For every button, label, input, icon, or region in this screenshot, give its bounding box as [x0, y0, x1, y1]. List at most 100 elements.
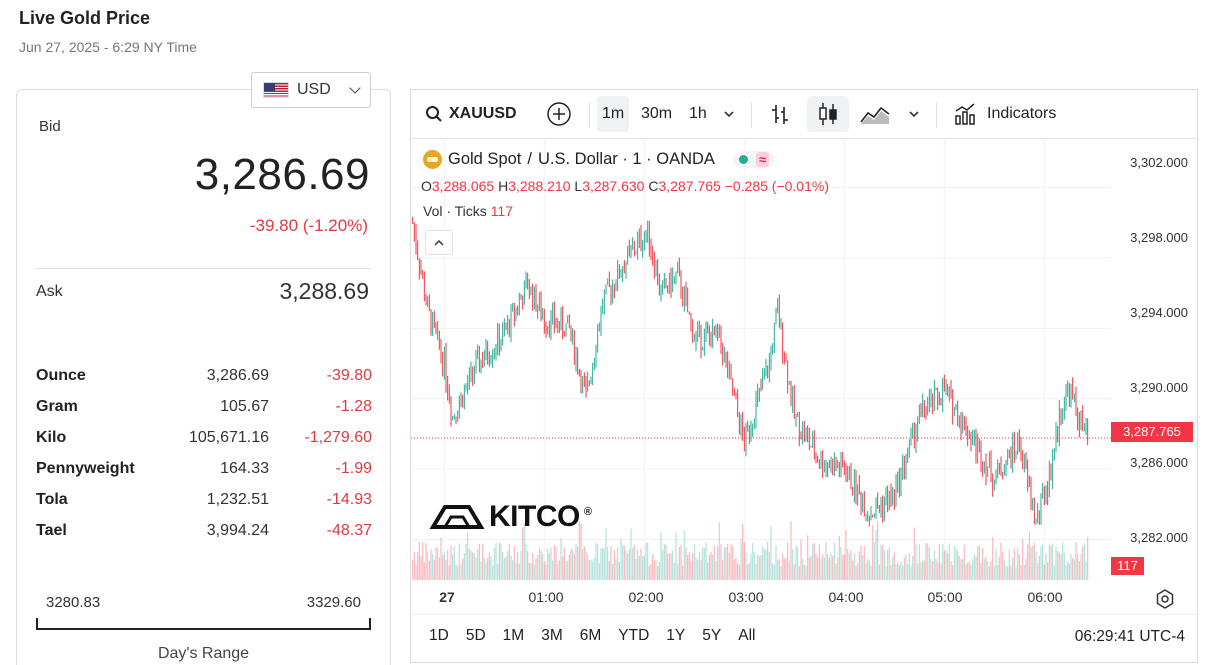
- volume-bar: [768, 552, 770, 580]
- range-tab-all[interactable]: All: [738, 627, 756, 644]
- range-tab-1m[interactable]: 1M: [502, 627, 525, 644]
- volume-bar: [910, 565, 912, 580]
- volume-bar: [590, 559, 592, 580]
- volume-bar: [492, 565, 494, 580]
- time-axis-tick: 06:00: [1027, 589, 1063, 605]
- time-axis[interactable]: 27 01:00 02:00 03:00 04:00 05:00 06:00: [411, 580, 1198, 615]
- volume-bar: [713, 545, 715, 580]
- price-axis[interactable]: 3,302.000 3,298.000 3,294.000 3,290.000 …: [1111, 140, 1198, 580]
- collapse-legend-button[interactable]: [425, 230, 453, 255]
- volume-bar: [595, 542, 597, 580]
- volume-bar: [752, 543, 754, 580]
- volume-bar: [748, 563, 750, 580]
- volume-bar: [603, 548, 605, 580]
- volume-bar: [458, 543, 460, 580]
- volume-bar: [832, 555, 834, 580]
- volume-bar: [1075, 542, 1077, 580]
- range-tab-3m[interactable]: 3M: [541, 627, 563, 644]
- volume-bar: [467, 532, 469, 580]
- volume-bar: [1002, 551, 1004, 580]
- volume-bar: [1003, 559, 1005, 580]
- volume-bar: [732, 545, 734, 580]
- volume-bar: [1077, 553, 1079, 580]
- volume-bar: [473, 553, 475, 580]
- volume-bar: [928, 546, 930, 580]
- range-tab-1d[interactable]: 1D: [429, 627, 449, 644]
- volume-bar: [430, 549, 432, 580]
- price-chart[interactable]: [411, 140, 1111, 580]
- settings-icon[interactable]: [1155, 589, 1175, 609]
- market-status-pill[interactable]: ≈: [732, 151, 776, 168]
- volume-bar: [482, 543, 484, 580]
- interval-1m-button[interactable]: 1m: [597, 96, 630, 132]
- currency-select[interactable]: USD: [251, 72, 371, 108]
- volume-bar: [852, 560, 854, 580]
- candles-chart-type-button[interactable]: [807, 96, 849, 132]
- volume-bar: [747, 564, 749, 580]
- volume-bar: [807, 535, 809, 580]
- volume-bar: [905, 554, 907, 580]
- volume-bar: [802, 558, 804, 580]
- range-tab-1y[interactable]: 1Y: [666, 627, 686, 644]
- area-chart-type-button[interactable]: [859, 96, 891, 132]
- volume-bar: [648, 565, 650, 580]
- volume-bar: [972, 558, 974, 580]
- us-flag-icon: [263, 82, 289, 98]
- volume-bar: [483, 557, 485, 580]
- volume-bar: [652, 554, 654, 580]
- volume-bar: [1087, 537, 1089, 580]
- unit-change: -14.93: [326, 490, 372, 508]
- day-range-bar: [36, 618, 371, 630]
- symbol-search-button[interactable]: XAUUSD: [425, 96, 517, 132]
- volume-bar: [728, 552, 730, 580]
- volume-bar: [805, 565, 807, 580]
- volume-bar: [942, 543, 944, 580]
- interval-1h-button[interactable]: 1h: [689, 96, 707, 132]
- day-range-high: 3329.60: [306, 594, 361, 611]
- compare-add-button[interactable]: [546, 96, 572, 132]
- volume-bar: [588, 560, 590, 580]
- chart-type-dropdown-button[interactable]: [905, 96, 923, 132]
- volume-bar: [705, 542, 707, 580]
- volume-bar: [860, 545, 862, 580]
- volume-bar: [775, 545, 777, 580]
- price-card: Bid 3,286.69 -39.80 (-1.20%) Ask 3,288.6…: [16, 89, 391, 665]
- volume-bar: [887, 549, 889, 580]
- volume-bar: [995, 548, 997, 580]
- volume-bar: [812, 543, 814, 580]
- volume-bar: [862, 555, 864, 580]
- interval-dropdown-button[interactable]: [720, 96, 738, 132]
- range-tab-5y[interactable]: 5Y: [702, 627, 722, 644]
- volume-bar: [1063, 552, 1065, 580]
- volume-bar: [737, 563, 739, 580]
- volume-bar: [537, 554, 539, 580]
- volume-bar: [845, 529, 847, 580]
- range-tab-5d[interactable]: 5D: [465, 627, 486, 644]
- volume-bar: [708, 554, 710, 580]
- volume-bar: [520, 550, 522, 580]
- volume-bar: [582, 548, 584, 580]
- volume-bar: [663, 543, 665, 580]
- volume-bar: [818, 543, 820, 580]
- volume-bar: [953, 546, 955, 580]
- volume-bar: [448, 565, 450, 580]
- volume-bar: [653, 560, 655, 580]
- interval-30m-button[interactable]: 30m: [641, 96, 672, 132]
- volume-bar: [447, 549, 449, 580]
- indicators-button[interactable]: Indicators: [953, 96, 1056, 132]
- bid-label: Bid: [39, 118, 61, 135]
- volume-bar: [978, 545, 980, 580]
- chart-clock[interactable]: 06:29:41 UTC-4: [1074, 628, 1185, 645]
- volume-bar: [503, 557, 505, 580]
- volume-bar: [623, 545, 625, 580]
- volume-bar: [900, 561, 902, 580]
- volume-bar: [948, 544, 950, 580]
- range-tab-ytd[interactable]: YTD: [618, 627, 650, 644]
- interval-30m-label: 30m: [641, 105, 673, 122]
- range-tab-6m[interactable]: 6M: [579, 627, 602, 644]
- volume-bar: [607, 546, 609, 580]
- volume-bar: [1025, 558, 1027, 580]
- volume-bar: [872, 525, 874, 580]
- volume-bar: [538, 547, 540, 580]
- bar-chart-type-button[interactable]: [769, 96, 791, 132]
